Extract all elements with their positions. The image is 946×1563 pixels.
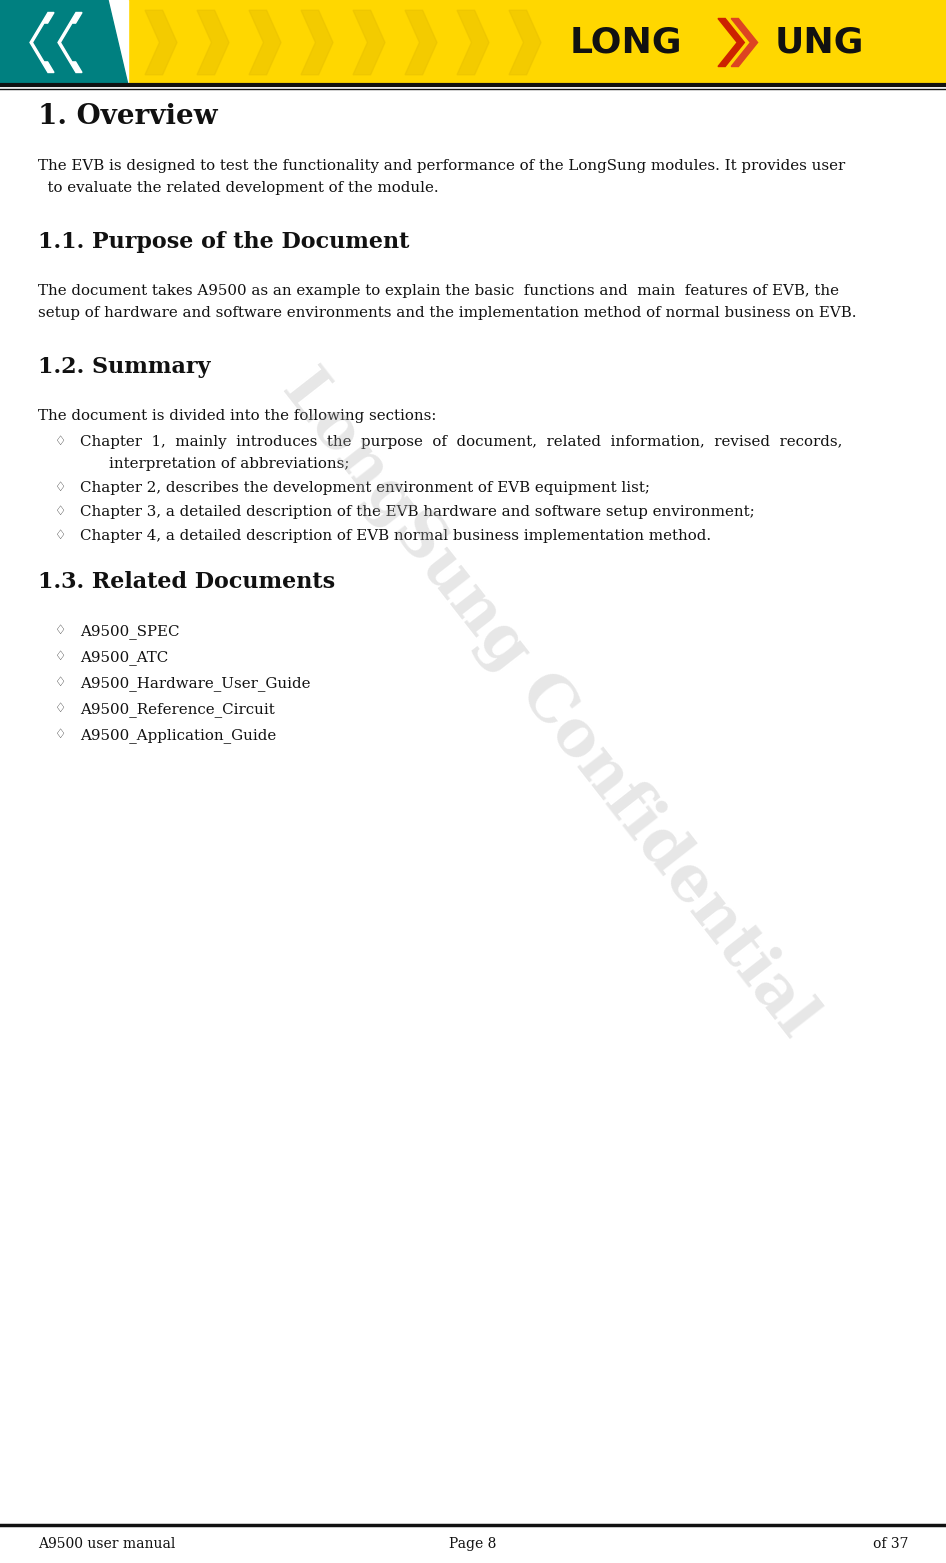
- Polygon shape: [34, 25, 48, 61]
- Text: The document takes A9500 as an example to explain the basic  functions and  main: The document takes A9500 as an example t…: [38, 284, 839, 299]
- Text: 1. Overview: 1. Overview: [38, 103, 218, 130]
- Text: A9500_SPEC: A9500_SPEC: [80, 624, 180, 639]
- Text: LongSung Confidential: LongSung Confidential: [270, 358, 828, 1049]
- Text: ♢: ♢: [55, 624, 66, 638]
- Text: of 37: of 37: [872, 1536, 908, 1550]
- Text: A9500_Reference_Circuit: A9500_Reference_Circuit: [80, 702, 274, 717]
- Text: UNG: UNG: [775, 25, 865, 59]
- Polygon shape: [197, 11, 229, 75]
- Text: interpretation of abbreviations;: interpretation of abbreviations;: [90, 456, 349, 470]
- Text: A9500_ATC: A9500_ATC: [80, 650, 168, 664]
- Text: ♢: ♢: [55, 702, 66, 714]
- Polygon shape: [58, 13, 82, 72]
- Text: Chapter 2, describes the development environment of EVB equipment list;: Chapter 2, describes the development env…: [80, 481, 650, 495]
- Polygon shape: [718, 19, 745, 67]
- Text: ♢: ♢: [55, 677, 66, 689]
- Polygon shape: [405, 11, 437, 75]
- Text: ♢: ♢: [55, 528, 66, 542]
- Polygon shape: [301, 11, 333, 75]
- Text: to evaluate the related development of the module.: to evaluate the related development of t…: [38, 181, 439, 195]
- Text: A9500_Application_Guide: A9500_Application_Guide: [80, 728, 276, 742]
- Bar: [0, 0, 946, 84]
- Polygon shape: [62, 25, 77, 61]
- Text: A9500 user manual: A9500 user manual: [38, 1536, 175, 1550]
- Text: ♢: ♢: [55, 650, 66, 663]
- Text: The document is divided into the following sections:: The document is divided into the followi…: [38, 410, 436, 424]
- Polygon shape: [30, 13, 54, 72]
- Text: ♢: ♢: [55, 728, 66, 741]
- Text: Chapter 4, a detailed description of EVB normal business implementation method.: Chapter 4, a detailed description of EVB…: [80, 528, 711, 542]
- Text: 1.3. Related Documents: 1.3. Related Documents: [38, 570, 335, 592]
- Text: LONG: LONG: [570, 25, 682, 59]
- Text: A9500_Hardware_User_Guide: A9500_Hardware_User_Guide: [80, 677, 310, 691]
- Text: ♢: ♢: [55, 505, 66, 517]
- Polygon shape: [731, 19, 758, 67]
- Text: Chapter  1,  mainly  introduces  the  purpose  of  document,  related  informati: Chapter 1, mainly introduces the purpose…: [80, 435, 842, 449]
- Text: Page 8: Page 8: [449, 1536, 497, 1550]
- Text: setup of hardware and software environments and the implementation method of nor: setup of hardware and software environme…: [38, 306, 856, 320]
- Text: 1.1. Purpose of the Document: 1.1. Purpose of the Document: [38, 231, 410, 253]
- Text: 1.2. Summary: 1.2. Summary: [38, 356, 211, 378]
- Polygon shape: [0, 0, 128, 84]
- Text: ♢: ♢: [55, 481, 66, 494]
- Polygon shape: [509, 11, 541, 75]
- Polygon shape: [457, 11, 489, 75]
- Polygon shape: [145, 11, 177, 75]
- Polygon shape: [249, 11, 281, 75]
- Bar: [0, 0, 128, 84]
- Text: Chapter 3, a detailed description of the EVB hardware and software setup environ: Chapter 3, a detailed description of the…: [80, 505, 755, 519]
- Text: ♢: ♢: [55, 435, 66, 449]
- Polygon shape: [353, 11, 385, 75]
- Text: The EVB is designed to test the functionality and performance of the LongSung mo: The EVB is designed to test the function…: [38, 159, 845, 173]
